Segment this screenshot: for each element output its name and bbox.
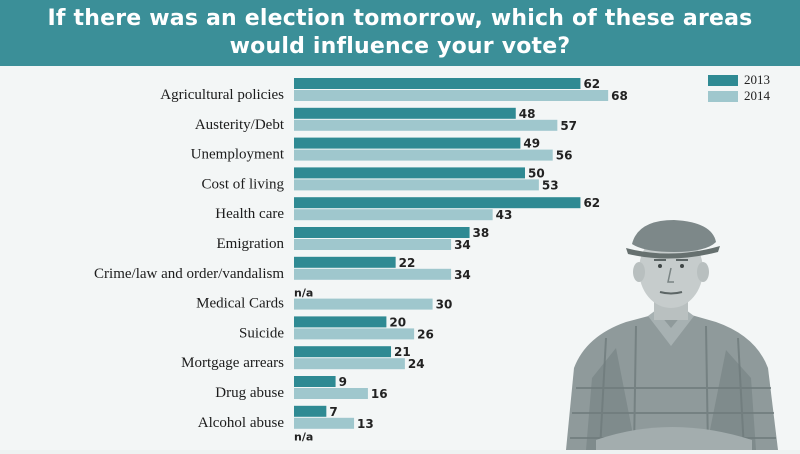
value-label-2013-crime-law-and-order-vandalism: 22 <box>399 256 416 270</box>
legend-label-2014: 2014 <box>744 88 770 103</box>
bar-2014-austerity-debt <box>294 119 558 131</box>
bar-2014-unemployment <box>294 149 553 161</box>
bar-2013-agricultural-policies <box>294 78 581 89</box>
value-label-2013-cost-of-living: 50 <box>528 166 545 180</box>
value-label-2014-health-care: 43 <box>496 208 513 222</box>
value-label-2014-emigration: 34 <box>454 238 471 252</box>
bar-2014-alcohol-abuse <box>294 417 355 429</box>
legend-swatch-2013 <box>708 74 738 86</box>
chart-title-line-1: If there was an election tomorrow, which… <box>47 6 753 31</box>
value-label-2013-alcohol-abuse: 7 <box>329 405 337 419</box>
bar-2013-crime-law-and-order-vandalism <box>294 256 396 268</box>
bar-2013-health-care <box>294 197 581 209</box>
value-label-2014-suicide: 26 <box>417 327 434 341</box>
legend: 2013 2014 <box>708 72 790 104</box>
bar-2013-suicide <box>294 316 387 328</box>
bar-2013-unemployment <box>294 137 521 149</box>
category-label-health-care: Health care <box>215 206 284 222</box>
category-label-cost-of-living: Cost of living <box>201 176 284 192</box>
legend-item-2013: 2013 <box>708 72 790 88</box>
trailing-na-label: n/a <box>294 431 313 444</box>
value-label-2014-drug-abuse: 16 <box>371 387 388 401</box>
bar-2014-cost-of-living <box>294 179 539 191</box>
bar-2014-suicide <box>294 328 415 340</box>
bar-2013-mortgage-arrears <box>294 346 392 358</box>
elderly-man-in-flat-cap-icon <box>556 218 786 451</box>
category-label-alcohol-abuse: Alcohol abuse <box>198 415 285 431</box>
value-label-2013-emigration: 38 <box>473 226 490 240</box>
bar-2014-crime-law-and-order-vandalism <box>294 268 452 280</box>
legend-swatch-2014 <box>708 90 738 102</box>
bar-2013-austerity-debt <box>294 107 516 119</box>
value-label-2013-agricultural-policies: 62 <box>583 77 600 91</box>
value-label-2013-unemployment: 49 <box>523 137 540 151</box>
value-label-2013-suicide: 20 <box>389 315 406 329</box>
category-label-mortgage-arrears: Mortgage arrears <box>181 355 284 371</box>
chart-header: If there was an election tomorrow, which… <box>0 0 800 66</box>
bar-2014-health-care <box>294 209 493 221</box>
legend-item-2014: 2014 <box>708 88 790 104</box>
chart-title-line-2: would influence your vote? <box>229 34 571 59</box>
bar-chart: Agricultural policies 62 68 Austerity/Debt 4… <box>94 77 628 444</box>
category-label-medical-cards: Medical Cards <box>196 296 284 312</box>
value-label-2014-mortgage-arrears: 24 <box>408 357 425 371</box>
category-label-crime-law-and-order-vandalism: Crime/law and order/vandalism <box>94 266 284 282</box>
bar-2013-cost-of-living <box>294 167 525 179</box>
bar-2014-emigration <box>294 239 452 250</box>
value-label-2013-mortgage-arrears: 21 <box>394 345 411 359</box>
value-label-2014-austerity-debt: 57 <box>560 119 577 133</box>
bar-2013-emigration <box>294 227 470 238</box>
bar-2014-medical-cards <box>294 298 433 310</box>
value-label-2014-agricultural-policies: 68 <box>611 89 628 103</box>
bar-2014-agricultural-policies <box>294 90 609 101</box>
value-label-2014-medical-cards: 30 <box>436 298 453 312</box>
bar-2014-mortgage-arrears <box>294 358 405 370</box>
bar-2013-drug-abuse <box>294 376 336 387</box>
category-label-unemployment: Unemployment <box>191 147 285 163</box>
legend-label-2013: 2013 <box>744 72 770 87</box>
bar-2013-alcohol-abuse <box>294 405 327 417</box>
value-label-2014-crime-law-and-order-vandalism: 34 <box>454 268 471 282</box>
value-label-2013-health-care: 62 <box>583 196 600 210</box>
category-label-austerity-debt: Austerity/Debt <box>195 117 285 133</box>
value-label-2014-cost-of-living: 53 <box>542 178 559 192</box>
category-label-agricultural-policies: Agricultural policies <box>160 87 284 103</box>
category-label-suicide: Suicide <box>239 325 284 341</box>
category-label-emigration: Emigration <box>217 236 285 252</box>
value-label-2013-drug-abuse: 9 <box>339 375 347 389</box>
value-label-2014-alcohol-abuse: 13 <box>357 417 374 431</box>
value-label-2013-austerity-debt: 48 <box>519 107 536 121</box>
na-label-2013-medical-cards: n/a <box>294 287 313 300</box>
bar-2014-drug-abuse <box>294 388 368 399</box>
value-label-2014-unemployment: 56 <box>556 149 573 163</box>
category-label-drug-abuse: Drug abuse <box>215 385 284 401</box>
